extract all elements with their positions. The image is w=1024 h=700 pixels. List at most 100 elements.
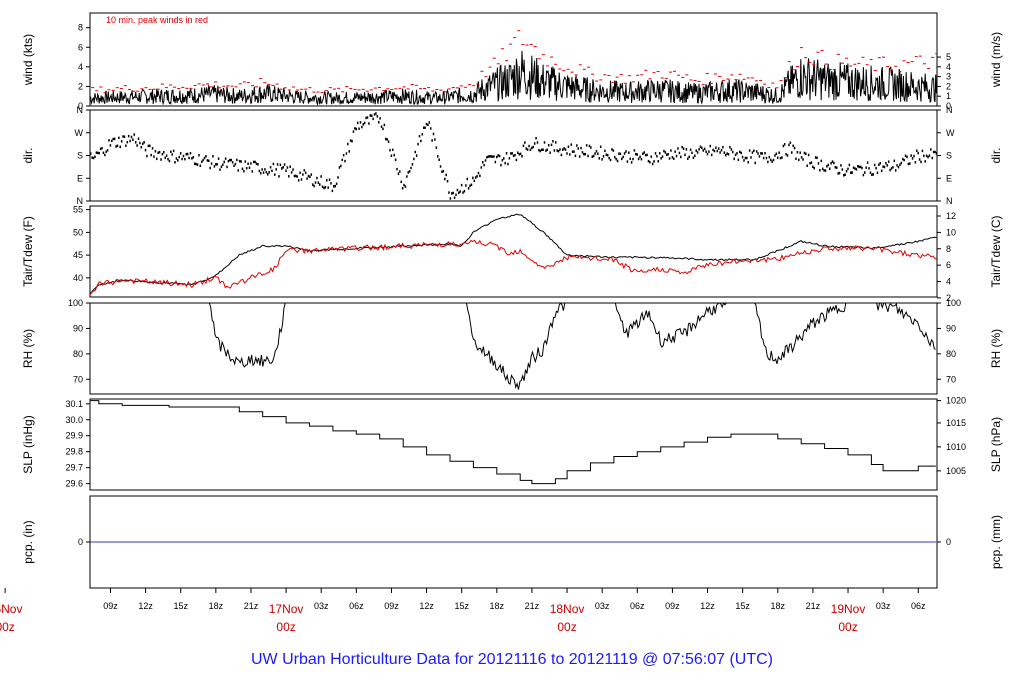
dir-point (833, 161, 835, 165)
dir-point (896, 164, 898, 167)
dir-point (347, 142, 349, 146)
dir-point (230, 158, 232, 162)
dir-point (619, 152, 622, 156)
dir-point (525, 147, 527, 150)
dir-point (330, 182, 332, 185)
dir-point (628, 151, 630, 154)
left-tick-label: 30.0 (65, 415, 83, 425)
tair-series-line (90, 213, 937, 295)
dir-point (470, 183, 473, 186)
dir-point (903, 158, 905, 162)
time-tick-label: 21z (525, 601, 540, 611)
dir-point (746, 156, 748, 160)
dir-point (878, 163, 880, 167)
dir-point (486, 156, 488, 159)
dir-point (552, 139, 554, 143)
dir-point (479, 174, 481, 178)
dir-point (918, 158, 921, 161)
dir-point (389, 148, 391, 152)
ylabel-right: RH (%) (989, 329, 1003, 368)
dir-point (663, 149, 665, 153)
dir-point (344, 159, 346, 163)
dir-point (139, 141, 141, 145)
dir-point (268, 171, 270, 174)
dir-point (184, 157, 186, 161)
dir-point (795, 157, 797, 160)
dir-point (282, 166, 284, 169)
dir-point (682, 147, 685, 150)
dir-point (439, 165, 442, 168)
dir-point (621, 157, 623, 161)
dir-point (223, 160, 225, 164)
dir-point (581, 151, 584, 154)
dir-point (215, 163, 217, 166)
dir-point (299, 171, 301, 175)
dir-point (275, 168, 277, 171)
panel-pcp: 0 0 pcp. (in) pcp. (mm) (21, 495, 1003, 589)
dir-point (644, 153, 647, 157)
dir-point (451, 192, 453, 195)
dir-point (907, 162, 910, 166)
dir-point (923, 154, 925, 158)
dir-point (783, 143, 786, 146)
dir-point (854, 167, 856, 170)
dir-point (432, 132, 435, 136)
dir-point (285, 169, 287, 172)
panel-frame (89, 205, 938, 298)
panel-rh: 70 80 90 100 70 80 90 100 RH (%) RH (%) (21, 298, 1003, 395)
dir-point (538, 148, 540, 152)
dir-point (501, 159, 504, 162)
dir-point (885, 161, 887, 165)
day-date-label: 18Nov (550, 602, 585, 616)
dir-point (755, 150, 758, 153)
dir-point (637, 157, 640, 161)
dir-point (425, 122, 428, 126)
left-tick-label: 29.8 (65, 447, 83, 457)
dir-point (178, 155, 181, 159)
dir-point (113, 137, 116, 141)
dir-point (254, 160, 256, 164)
dir-point (675, 154, 678, 158)
dir-point (112, 137, 114, 141)
dir-point (803, 151, 806, 155)
dir-point (179, 152, 182, 155)
dir-point (247, 162, 249, 166)
dir-point (536, 141, 539, 144)
dir-point (828, 167, 831, 170)
dir-point (758, 155, 761, 158)
dir-point (403, 183, 405, 187)
dir-point (200, 160, 203, 164)
right-tick-label: 12 (946, 211, 956, 221)
dir-point (533, 142, 536, 145)
dir-point (401, 186, 404, 190)
dir-point (208, 159, 210, 163)
dir-point (373, 113, 376, 116)
dir-point (827, 163, 830, 167)
dir-point (494, 160, 497, 164)
dir-point (369, 114, 372, 117)
dir-point (424, 126, 426, 129)
dir-point (116, 144, 119, 148)
dir-point (894, 169, 897, 172)
dir-point (555, 141, 557, 144)
dir-point (422, 126, 425, 130)
dir-point (880, 169, 883, 173)
dir-point (400, 180, 402, 184)
dir-point (512, 154, 515, 158)
dir-point (237, 169, 240, 172)
dir-point (459, 190, 461, 193)
dir-point (460, 183, 463, 187)
dir-point (720, 148, 723, 152)
dir-point (699, 145, 702, 149)
right-tick-label: 80 (946, 349, 956, 359)
dir-point (413, 157, 415, 161)
dir-point (165, 154, 168, 157)
dir-point (547, 143, 550, 147)
dir-point (154, 150, 157, 153)
dir-point (845, 169, 848, 173)
dir-point (362, 123, 365, 126)
dir-point (490, 155, 492, 158)
dir-point (535, 136, 537, 140)
dir-point (410, 166, 412, 170)
dir-point (435, 146, 438, 149)
